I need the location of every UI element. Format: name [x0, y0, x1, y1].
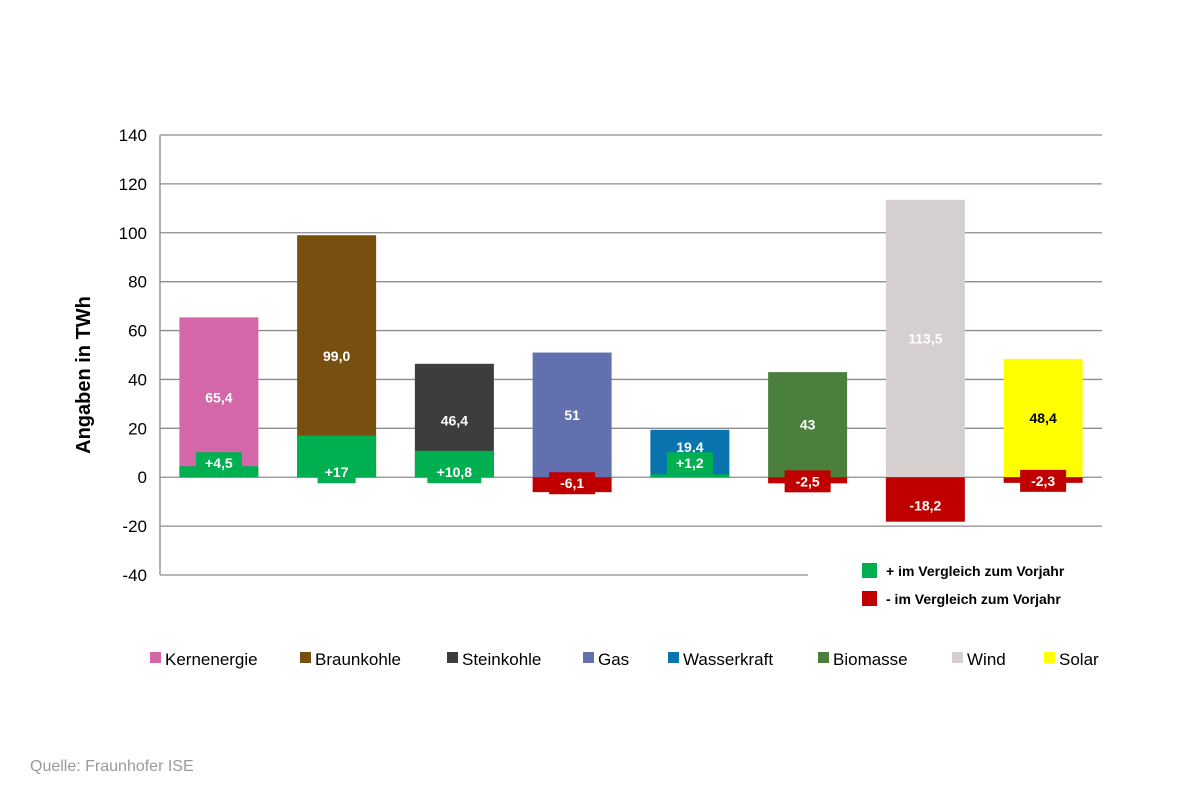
bar-value-label: 46,4 [441, 413, 468, 429]
y-tick-label: 120 [119, 175, 147, 194]
legend-item-kernenergie: Kernenergie [165, 650, 258, 669]
change-bar-wasserkraft [650, 474, 730, 478]
bar-solar [1003, 358, 1083, 478]
change-label-box [195, 452, 242, 475]
bar-value-label: 65,4 [205, 389, 232, 405]
bar-kernenergie [179, 317, 259, 478]
y-tick-label: 20 [128, 419, 147, 438]
legend-swatch [1044, 652, 1055, 663]
legend-item-gas: Gas [598, 650, 629, 669]
bar-value-label: 48,4 [1030, 410, 1057, 426]
y-axis-ticks: 140 120 100 80 60 40 20 0 -20 -40 [119, 126, 147, 585]
legend-item-biomasse: Biomasse [833, 650, 908, 669]
legend: Kernenergie Braunkohle Steinkohle Gas Wasser… [150, 650, 1099, 669]
legend-item-steinkohle: Steinkohle [462, 650, 541, 669]
bar-value-label: 51 [564, 407, 580, 423]
change-value-label: -6,1 [560, 475, 584, 491]
legend-swatch [150, 652, 161, 663]
change-value-label: -2,5 [796, 473, 820, 489]
bar-value-label: 113,5 [908, 331, 942, 347]
change-value-label: +1,2 [676, 455, 704, 471]
change-value-label: -18,2 [909, 498, 941, 514]
legend-item-braunkohle: Braunkohle [315, 650, 401, 669]
comparison-swatch [862, 591, 877, 606]
change-value-label: -2,3 [1031, 473, 1055, 489]
y-tick-label: 40 [128, 370, 147, 389]
bar-value-label: 43 [800, 417, 816, 433]
bar-gas [532, 352, 612, 478]
y-tick-label: 60 [128, 322, 147, 341]
change-value-label: +17 [325, 464, 349, 480]
bars: 65,4 +4,5 99,0 +17 46,4 +10,8 51 -6,1 19,4+1,2 43… [179, 199, 1083, 522]
legend-item-wasserkraft: Wasserkraft [683, 650, 773, 669]
bar-value-label: 19,4 [676, 439, 703, 455]
legend-swatch [668, 652, 679, 663]
change-label-box [666, 452, 713, 475]
y-tick-label: -40 [122, 566, 147, 585]
bar-biomasse [768, 372, 848, 478]
comparison-legend: + im Vergleich zum Vorjahr - im Vergleich… [862, 563, 1065, 607]
y-axis-label: Angaben in TWh [73, 296, 95, 454]
change-value-label: +4,5 [205, 455, 233, 471]
legend-swatch [583, 652, 594, 663]
legend-swatch [818, 652, 829, 663]
change-value-label: +10,8 [437, 464, 473, 480]
bar-wind [885, 199, 965, 478]
bar-value-label: 99,0 [323, 348, 350, 364]
change-label-box [317, 461, 356, 484]
comparison-legend-text: + im Vergleich zum Vorjahr [886, 563, 1065, 579]
y-tick-label: 0 [138, 468, 147, 487]
change-label-box [1020, 469, 1067, 492]
legend-swatch [447, 652, 458, 663]
y-tick-label: -20 [122, 517, 147, 536]
comparison-legend-text: - im Vergleich zum Vorjahr [886, 591, 1061, 607]
y-tick-label: 80 [128, 273, 147, 292]
comparison-swatch [862, 563, 877, 578]
legend-swatch [952, 652, 963, 663]
change-label-box [784, 470, 831, 493]
y-tick-label: 140 [119, 126, 147, 145]
y-tick-label: 100 [119, 224, 147, 243]
change-label-box [549, 472, 596, 495]
legend-swatch [300, 652, 311, 663]
change-label-box [427, 461, 482, 484]
legend-item-solar: Solar [1059, 650, 1099, 669]
change-label-box [898, 494, 953, 517]
source-note: Quelle: Fraunhofer ISE [30, 758, 194, 775]
legend-item-wind: Wind [967, 650, 1006, 669]
